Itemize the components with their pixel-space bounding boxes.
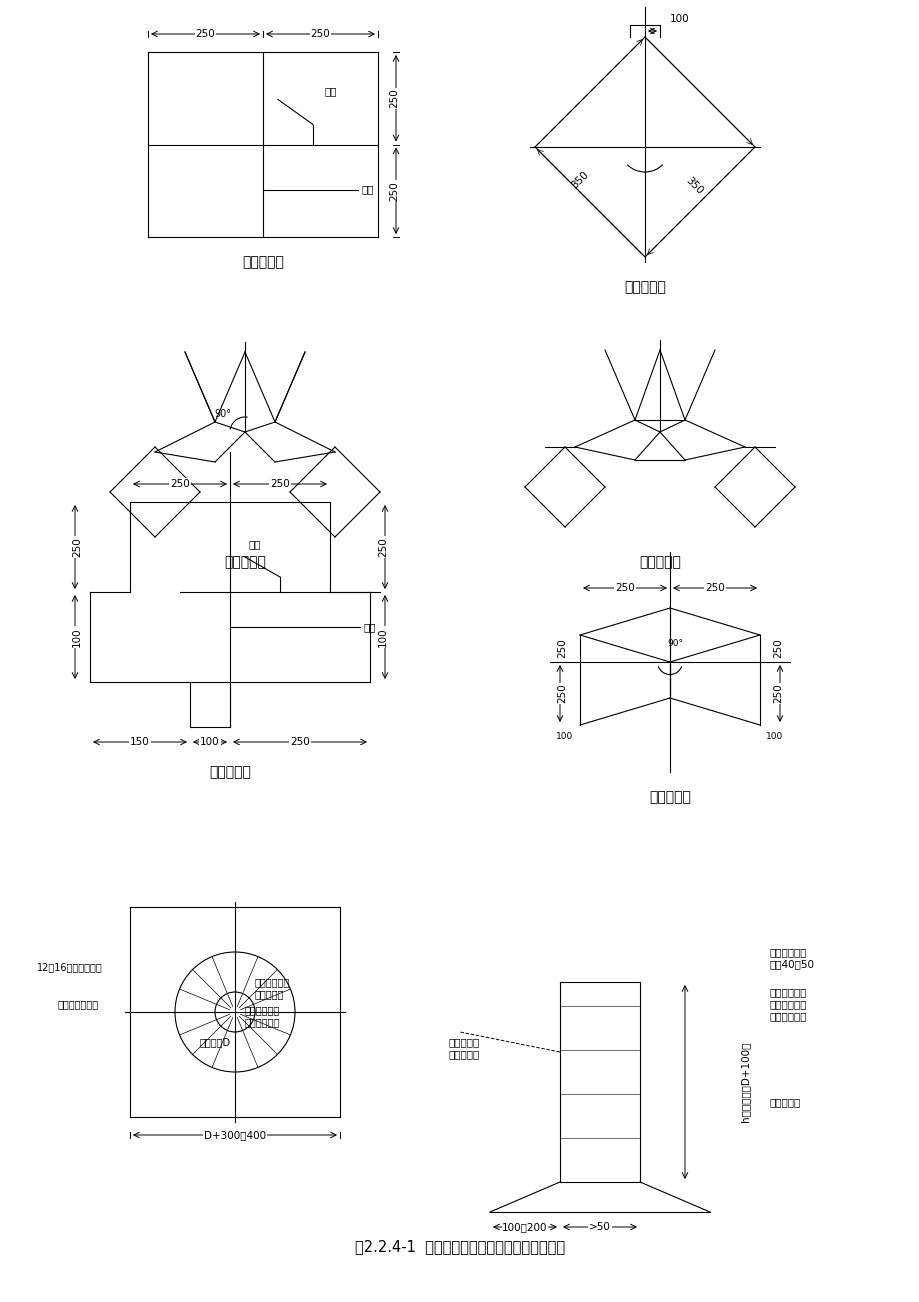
- Text: 粘贴于侧墙基面: 粘贴于侧墙基面: [57, 999, 98, 1009]
- Text: 阴角线重合: 阴角线重合: [448, 1049, 480, 1059]
- Text: 折线: 折线: [248, 539, 261, 549]
- Text: 250: 250: [772, 638, 782, 659]
- Text: 350: 350: [569, 169, 590, 190]
- Text: 阴角组体图: 阴角组体图: [649, 790, 690, 805]
- Text: 折线: 折线: [324, 86, 337, 96]
- Text: 图2.2.4-1  阴阳角及管道根部卷材附加层裁剪图: 图2.2.4-1 阴阳角及管道根部卷材附加层裁剪图: [355, 1240, 564, 1255]
- Text: 100～200: 100～200: [502, 1223, 547, 1232]
- Text: 100: 100: [378, 628, 388, 647]
- Text: 根阴角线重合: 根阴角线重合: [244, 1017, 280, 1027]
- Text: 250: 250: [289, 737, 310, 747]
- Text: 100: 100: [556, 733, 573, 742]
- Text: 100: 100: [72, 628, 82, 647]
- Text: 250: 250: [704, 583, 724, 592]
- Text: 管口范围D: 管口范围D: [199, 1036, 231, 1047]
- Text: 等分叶片弯折: 等分叶片弯折: [769, 987, 807, 997]
- Text: 尖形叶片粘贴: 尖形叶片粘贴: [255, 976, 289, 987]
- Text: 剪切等分虚线: 剪切等分虚线: [769, 947, 807, 957]
- Text: 裁线: 裁线: [361, 185, 374, 194]
- Text: D+300～400: D+300～400: [204, 1130, 266, 1141]
- Text: 250: 250: [772, 684, 782, 703]
- Text: 100: 100: [766, 733, 783, 742]
- Text: 裁线: 裁线: [363, 622, 376, 631]
- Text: 阳角折裁图: 阳角折裁图: [242, 255, 284, 270]
- Text: >50: >50: [588, 1223, 610, 1232]
- Text: 250: 250: [170, 479, 189, 490]
- Text: 250: 250: [270, 479, 289, 490]
- Text: 于管辊外壁: 于管辊外壁: [255, 990, 284, 999]
- Text: 阴角折裁图: 阴角折裁图: [209, 766, 251, 779]
- Text: 90°: 90°: [214, 409, 232, 419]
- Text: 折线与管根: 折线与管根: [448, 1036, 480, 1047]
- Text: 阳角折式图: 阳角折式图: [224, 555, 266, 569]
- Text: 粘贴于管壁: 粘贴于管壁: [769, 1098, 800, 1107]
- Text: 250: 250: [389, 89, 399, 108]
- Text: 100: 100: [200, 737, 220, 747]
- Text: 250: 250: [311, 29, 330, 39]
- Text: 250: 250: [615, 583, 634, 592]
- Text: 间距40～50: 间距40～50: [769, 960, 814, 969]
- Text: 350: 350: [683, 174, 704, 197]
- Text: 250: 250: [72, 538, 82, 557]
- Text: 250: 250: [556, 684, 566, 703]
- Text: 后呈放射状粘: 后呈放射状粘: [769, 999, 807, 1009]
- Text: 250: 250: [378, 538, 388, 557]
- Text: 贴于侧墙基面: 贴于侧墙基面: [769, 1010, 807, 1021]
- Text: 阳角组体图: 阳角组体图: [639, 555, 680, 569]
- Text: 12或16等分裂断虚线: 12或16等分裂断虚线: [37, 962, 103, 973]
- Text: 250: 250: [196, 29, 215, 39]
- Text: 90°: 90°: [666, 639, 682, 648]
- Text: 250: 250: [556, 638, 566, 659]
- Text: 100: 100: [669, 14, 689, 23]
- Text: 阳角附加图: 阳角附加图: [623, 280, 665, 294]
- Text: h（管道外径D+100）: h（管道外径D+100）: [739, 1042, 749, 1122]
- Text: 150: 150: [130, 737, 150, 747]
- Text: 250: 250: [389, 181, 399, 201]
- Text: 圆形折线与管: 圆形折线与管: [244, 1005, 280, 1016]
